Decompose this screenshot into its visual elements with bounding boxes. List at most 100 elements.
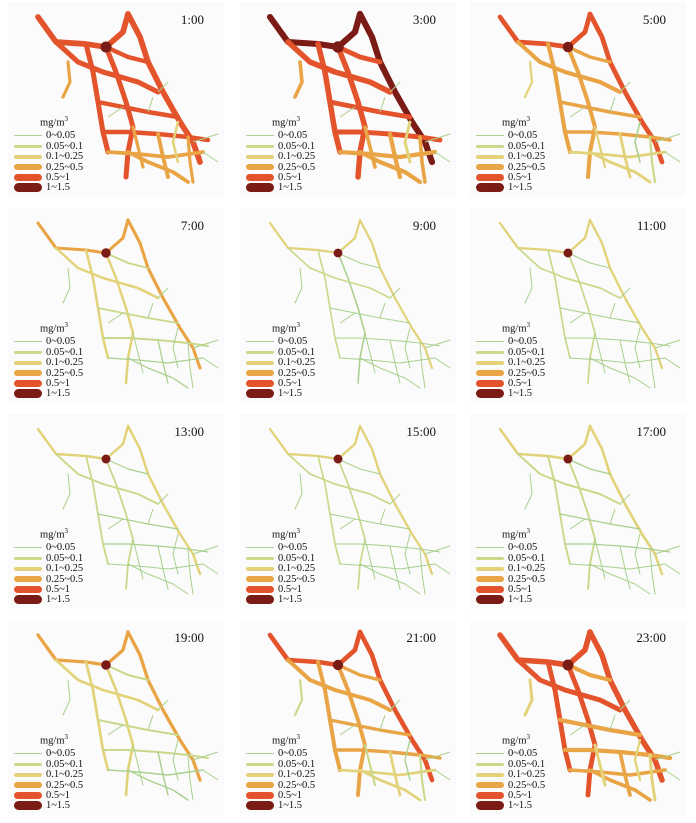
junction-marker xyxy=(332,41,344,53)
legend-swatch xyxy=(476,782,504,788)
road-segment xyxy=(619,493,631,505)
legend-entry: 0.1~0.25 xyxy=(14,563,83,574)
road-segment xyxy=(107,106,124,118)
legend-label: 1~1.5 xyxy=(508,182,533,194)
legend-entry: 0.5~1 xyxy=(246,172,315,183)
legend-entry: 0~0.05 xyxy=(14,130,83,141)
legend: mg/m3 0~0.05 0.05~0.1 0.1~0.25 0.25~0.5 0.5~1… xyxy=(14,114,83,193)
legend-label: 0.5~1 xyxy=(508,377,533,389)
road-segment xyxy=(336,218,362,255)
legend-entry: 1~1.5 xyxy=(14,594,83,605)
legend-entry: 0.05~0.1 xyxy=(476,347,545,358)
legend-unit: mg/m3 xyxy=(40,321,69,335)
road-segment xyxy=(593,125,607,169)
legend-swatch xyxy=(14,772,42,777)
road-segment xyxy=(337,149,438,160)
legend-swatch xyxy=(246,782,274,788)
road-segment xyxy=(648,753,657,802)
road-segment xyxy=(593,743,607,787)
time-label: 17:00 xyxy=(636,424,666,439)
map-panel: 23:00 mg/m3 0~0.05 0.05~0.1 0.1~0.25 0.25~0.5… xyxy=(470,620,686,815)
legend-swatch xyxy=(14,341,42,343)
road-segment xyxy=(103,44,151,65)
junction-marker xyxy=(563,454,573,464)
junction-marker xyxy=(563,248,573,258)
legend-swatch xyxy=(14,350,42,354)
road-segment xyxy=(171,120,180,164)
legend-label: 0.25~0.5 xyxy=(46,779,84,791)
legend-swatch xyxy=(476,585,504,594)
road-segment xyxy=(434,151,451,163)
road-segment xyxy=(403,120,412,164)
legend-swatch xyxy=(476,772,504,777)
legend-swatch xyxy=(476,154,504,159)
legend-entry: 0.5~1 xyxy=(476,584,545,595)
road-segment xyxy=(569,106,586,118)
legend-entry: 0~0.05 xyxy=(14,748,83,759)
legend-label: 0.25~0.5 xyxy=(508,779,546,791)
legend-entry: 0.25~0.5 xyxy=(246,162,315,173)
legend-label: 0.1~0.25 xyxy=(508,357,546,369)
legend-entry: 0.05~0.1 xyxy=(14,759,83,770)
legend-swatch xyxy=(246,556,274,560)
legend-label: 0.1~0.25 xyxy=(46,151,84,163)
road-segment xyxy=(434,357,451,369)
road-segment xyxy=(619,545,631,590)
road-segment xyxy=(418,753,427,802)
legend-swatch xyxy=(14,782,42,788)
road-segment xyxy=(619,81,631,93)
legend: mg/m3 0~0.05 0.05~0.1 0.1~0.25 0.25~0.5 0.5~1… xyxy=(476,526,545,605)
legend-swatch xyxy=(246,547,274,549)
map-panel: 9:00 mg/m3 0~0.05 0.05~0.1 0.1~0.25 0.25~0.5 0… xyxy=(240,208,456,403)
legend: mg/m3 0~0.05 0.05~0.1 0.1~0.25 0.25~0.5 0.5~1… xyxy=(14,732,83,811)
legend-entry: 0.5~1 xyxy=(14,584,83,595)
legend-swatch xyxy=(14,801,42,811)
legend-label: 0.05~0.1 xyxy=(508,758,546,770)
road-segment xyxy=(379,302,386,319)
legend-entry: 0.1~0.25 xyxy=(246,357,315,368)
road-segment xyxy=(566,45,612,64)
road-segment xyxy=(337,252,366,384)
road-segment xyxy=(287,453,391,505)
legend-label: 0.05~0.1 xyxy=(278,140,316,152)
road-segment xyxy=(379,508,386,525)
road-segment xyxy=(107,357,204,364)
legend-label: 0.1~0.25 xyxy=(278,563,316,575)
road-segment xyxy=(419,342,426,389)
legend-entry: 1~1.5 xyxy=(246,182,315,193)
time-label: 11:00 xyxy=(636,218,666,233)
legend-label: 1~1.5 xyxy=(278,594,303,606)
road-segment xyxy=(132,538,144,580)
legend-label: 0.5~1 xyxy=(278,583,303,595)
road-segment xyxy=(363,743,377,787)
legend-swatch xyxy=(476,341,504,343)
legend-entry: 0.05~0.1 xyxy=(14,141,83,152)
legend-swatch xyxy=(14,576,42,582)
legend-label: 1~1.5 xyxy=(278,388,303,400)
legend-entry: 0.25~0.5 xyxy=(246,574,315,585)
time-label: 19:00 xyxy=(174,630,204,645)
legend-swatch xyxy=(476,350,504,354)
road-segment xyxy=(157,493,169,505)
legend-entry: 0.5~1 xyxy=(246,790,315,801)
road-segment xyxy=(524,267,533,304)
legend-entry: 0.1~0.25 xyxy=(476,563,545,574)
legend-swatch xyxy=(246,135,274,137)
road-segment xyxy=(192,133,219,143)
road-segment xyxy=(424,751,451,761)
road-segment xyxy=(618,132,632,179)
road-segment xyxy=(609,714,616,731)
road-segment xyxy=(104,424,130,461)
legend-entry: 0.5~1 xyxy=(476,172,545,183)
legend-entry: 1~1.5 xyxy=(246,800,315,811)
legend-entry: 1~1.5 xyxy=(476,594,545,605)
legend-swatch xyxy=(476,576,504,582)
road-segment xyxy=(62,473,71,510)
legend-swatch xyxy=(14,144,42,148)
road-segment xyxy=(132,332,144,374)
legend-entry: 0.25~0.5 xyxy=(14,574,83,585)
road-segment xyxy=(619,699,631,711)
road-segment xyxy=(317,455,341,565)
map-panel: 5:00 mg/m3 0~0.05 0.05~0.1 0.1~0.25 0.25~0.5 0… xyxy=(470,2,686,197)
road-segment xyxy=(559,307,641,324)
